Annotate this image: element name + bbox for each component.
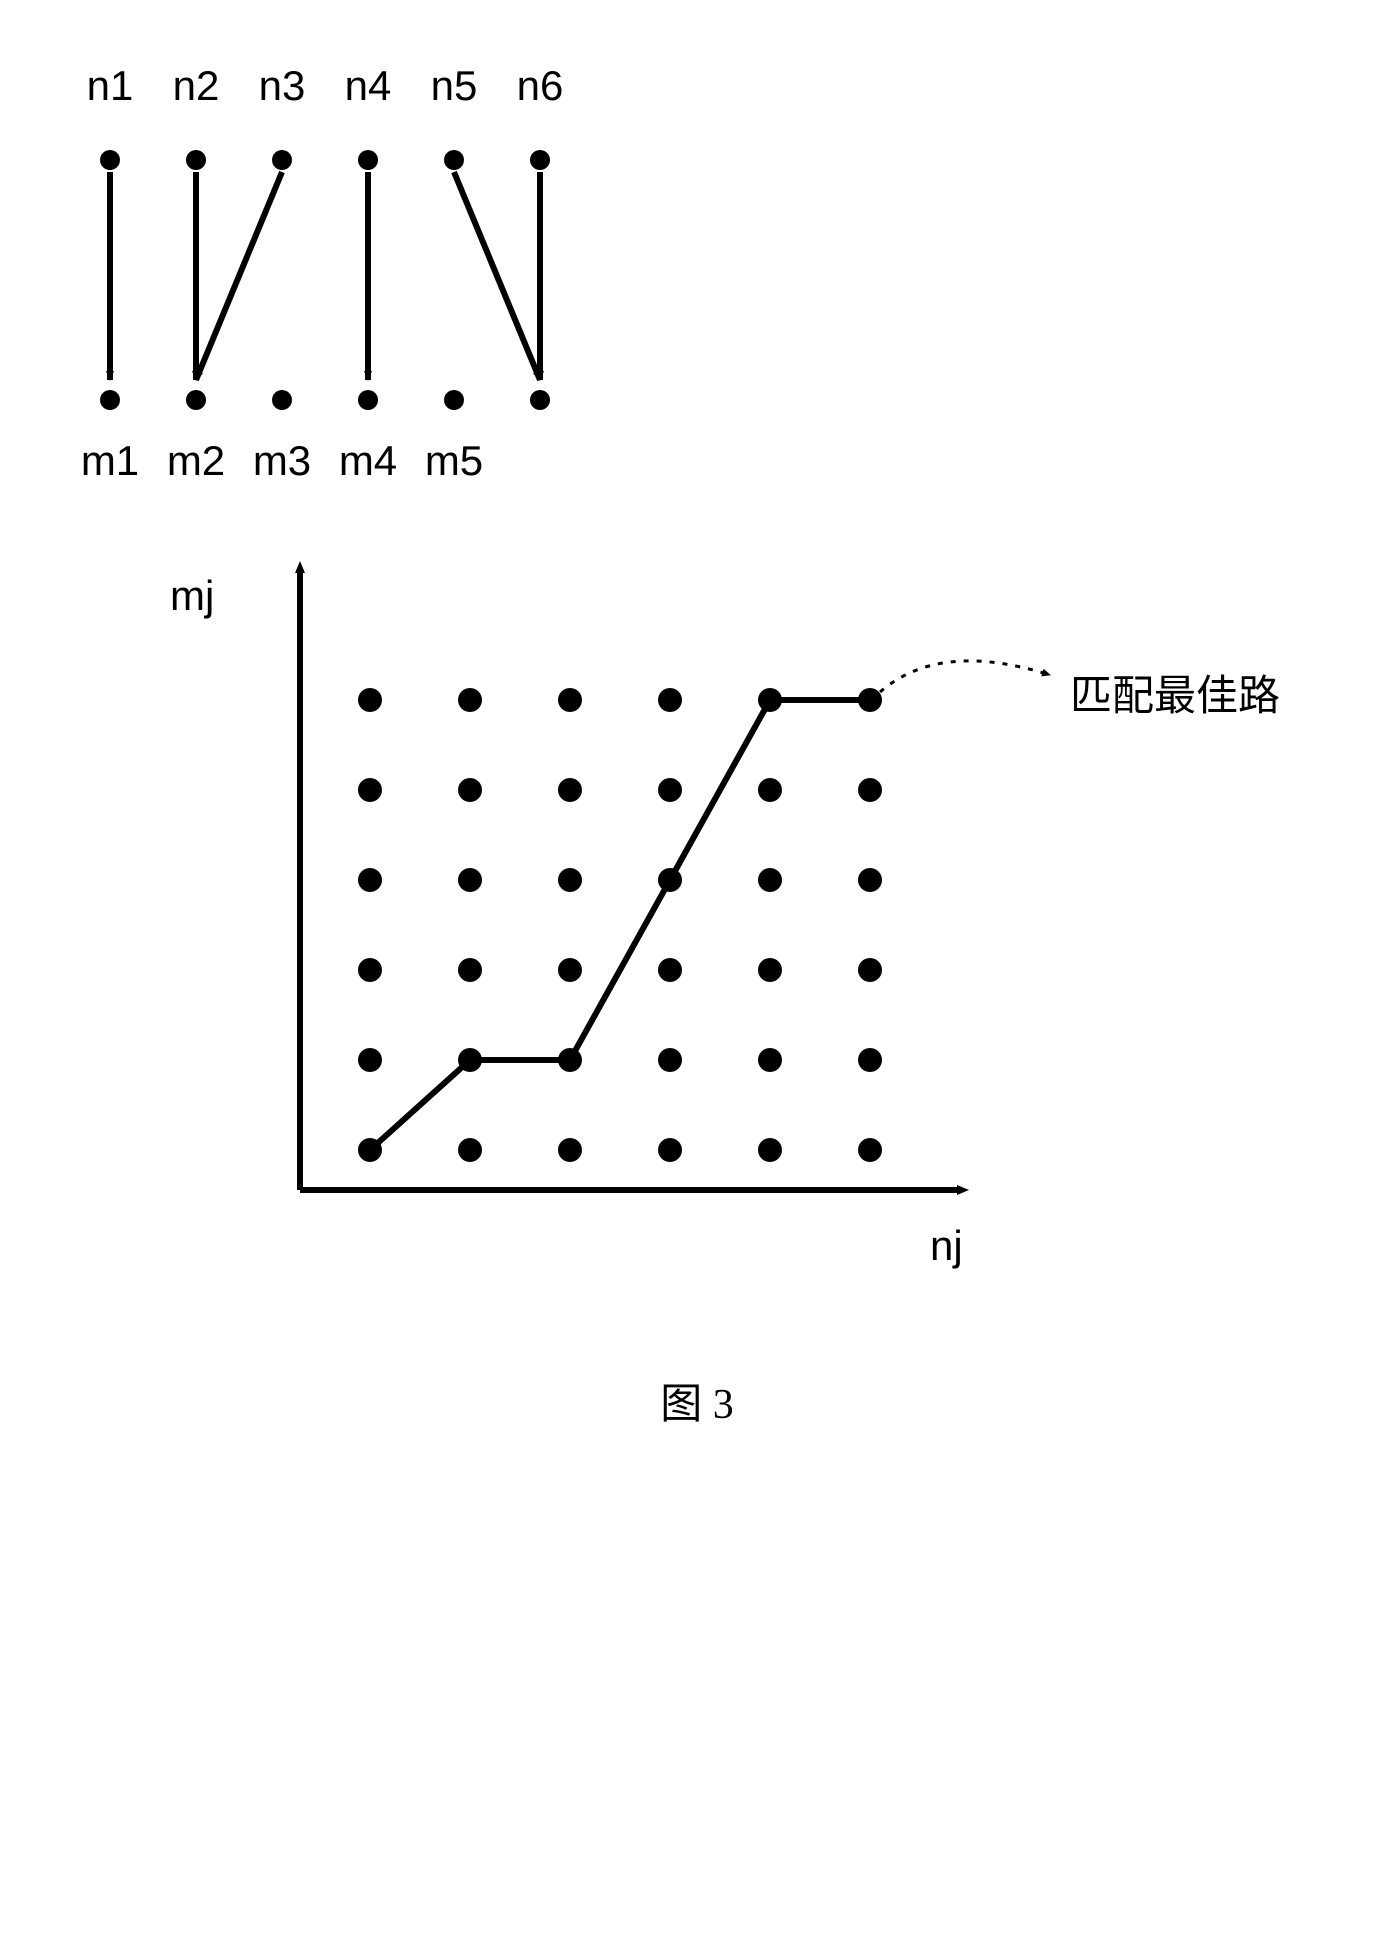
grid-dot: [858, 778, 882, 802]
m-dot: [186, 390, 206, 410]
mapping-arrow: [196, 172, 282, 380]
n-dot: [444, 150, 464, 170]
m-label: m5: [425, 437, 483, 484]
grid-dot: [758, 1138, 782, 1162]
grid-dot: [558, 688, 582, 712]
grid-dot: [858, 868, 882, 892]
m-dot: [100, 390, 120, 410]
m-dot: [272, 390, 292, 410]
grid-dot: [358, 868, 382, 892]
grid-dot: [358, 1048, 382, 1072]
m-dot: [358, 390, 378, 410]
grid-dot: [558, 1138, 582, 1162]
m-dot: [444, 390, 464, 410]
n-label: n1: [87, 62, 134, 109]
y-axis-label: mj: [170, 572, 214, 619]
n-dot: [358, 150, 378, 170]
grid-dot: [858, 1048, 882, 1072]
grid-dot: [358, 958, 382, 982]
n-dot: [100, 150, 120, 170]
grid-dot: [458, 958, 482, 982]
n-label: n4: [345, 62, 392, 109]
mapping-arrow: [454, 172, 540, 380]
grid-dot: [858, 1138, 882, 1162]
x-axis-label: nj: [930, 1222, 963, 1269]
m-label: m2: [167, 437, 225, 484]
figure-caption: 图 3: [40, 1370, 1354, 1431]
grid-dot: [758, 1048, 782, 1072]
grid-dot: [758, 778, 782, 802]
n-label: n6: [517, 62, 564, 109]
best-match-path: [370, 700, 870, 1150]
grid-dot: [658, 688, 682, 712]
m-dot: [530, 390, 550, 410]
m-label: m1: [81, 437, 139, 484]
mapping-diagram: n1 n2 n3 n4 n5 n6 m1 m2 m3 m4 m5: [40, 40, 1354, 510]
n-label: n5: [431, 62, 478, 109]
n-label: n2: [173, 62, 220, 109]
n-dot: [530, 150, 550, 170]
grid-dot: [658, 1138, 682, 1162]
annotation-leader: [880, 661, 1050, 692]
grid-dot: [358, 778, 382, 802]
grid-dot: [658, 958, 682, 982]
n-dot: [186, 150, 206, 170]
grid-dot: [458, 688, 482, 712]
grid-dot: [758, 958, 782, 982]
grid-dot: [358, 688, 382, 712]
m-label: m4: [339, 437, 397, 484]
grid-dot: [458, 868, 482, 892]
m-label: m3: [253, 437, 311, 484]
n-dot: [272, 150, 292, 170]
grid-dot: [458, 1138, 482, 1162]
grid-path-chart: 匹配最佳路 mj nj: [40, 510, 1354, 1310]
grid-dot: [458, 778, 482, 802]
grid-dot: [558, 778, 582, 802]
grid-dot: [658, 1048, 682, 1072]
grid-dot: [858, 958, 882, 982]
annotation-text: 匹配最佳路: [1070, 672, 1280, 719]
grid-dot: [658, 778, 682, 802]
n-label: n3: [259, 62, 306, 109]
grid-dot: [558, 868, 582, 892]
grid-dot: [758, 868, 782, 892]
grid-dot: [558, 958, 582, 982]
